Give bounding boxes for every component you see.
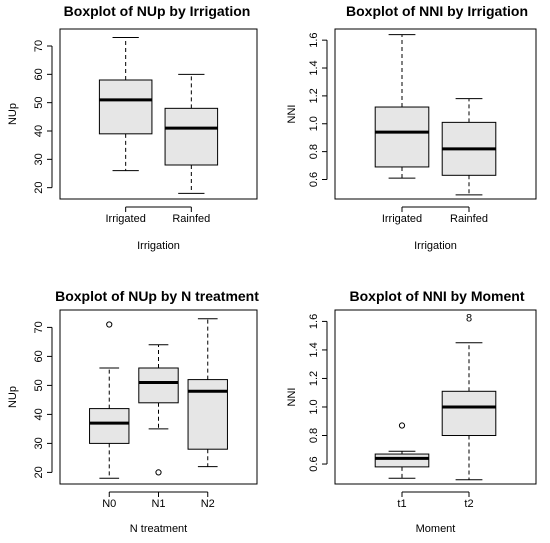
y-tick-label: 60 [33,350,45,362]
y-tick-label: 60 [33,68,45,80]
x-axis-label: Irrigation [414,240,457,252]
box-irrigated [374,34,430,179]
y-tick-label: 1.4 [308,60,320,75]
box-t2: 8 [441,312,497,481]
y-tick-label: 1.2 [308,88,320,103]
iqr-box [89,408,130,444]
box-n1 [138,344,179,476]
plot-frame [59,309,258,485]
chart-panel-4: Boxplot of NNI by Moment Moment NNI 0.6 0.8 1… [286,288,537,535]
y-axis-label: NUp [7,386,19,408]
y-tick-label: 30 [33,153,45,165]
y-tick-label: 20 [33,466,45,478]
y-tick-label: 50 [33,97,45,109]
x-tick-label: Rainfed [172,213,210,225]
plot-frame [59,28,258,200]
y-axis-label: NNI [286,388,298,407]
chart-title: Boxplot of NUp by Irrigation [64,3,251,19]
box-irrigated [98,37,153,172]
y-tick-label: 70 [33,321,45,333]
y-tick-label: 30 [33,437,45,449]
chart-title: Boxplot of NNI by Irrigation [346,3,528,19]
x-tick-label: N1 [151,498,165,510]
box-t1 [374,422,430,479]
y-axis-label: NUp [7,103,19,125]
y-tick-label: 0.8 [308,144,320,159]
x-tick-label: Rainfed [450,213,488,225]
iqr-box [374,106,430,168]
chart-title: Boxplot of NNI by Moment [350,288,525,304]
y-tick-label: 1.2 [308,371,320,386]
iqr-box [441,390,497,437]
y-tick-label: 1.6 [308,32,320,47]
iqr-box [98,79,153,135]
iqr-box [138,367,179,404]
y-tick-label: 40 [33,125,45,137]
x-tick-label: t2 [464,498,473,510]
x-axis-label: N treatment [130,523,187,535]
box-n0 [89,321,130,479]
x-tick-label: t1 [397,498,406,510]
outlier-point [106,321,113,328]
y-tick-label: 0.8 [308,428,320,443]
y-axis-label: NNI [286,105,298,124]
outlier-point [155,469,162,476]
y-tick-label: 1.0 [308,116,320,131]
y-tick-label: 1.0 [308,399,320,414]
x-tick-label: Irrigated [105,213,145,225]
y-tick-label: 70 [33,40,45,52]
x-tick-label: N0 [102,498,116,510]
outlier-point [398,422,406,429]
x-tick-label: Irrigated [382,213,422,225]
plot-frame [334,28,537,200]
outlier-label: 8 [466,312,472,324]
y-tick-label: 1.6 [308,314,320,329]
y-tick-label: 0.6 [308,172,320,187]
chart-panel-1: Boxplot of NUp by Irrigation Irrigation NU… [7,3,258,252]
box-rainfed [441,98,497,196]
x-axis-label: Irrigation [137,240,180,252]
y-tick-label: 40 [33,408,45,420]
box-n2 [187,318,228,468]
iqr-box [374,453,430,468]
x-axis-label: Moment [416,523,456,535]
y-tick-label: 20 [33,182,45,194]
chart-panel-3: Boxplot of NUp by N treatment N treatment… [7,288,259,535]
y-tick-label: 1.4 [308,342,320,357]
chart-title: Boxplot of NUp by N treatment [55,288,259,304]
plot-frame [334,309,537,485]
y-tick-label: 50 [33,379,45,391]
box-rainfed [164,73,219,194]
y-tick-label: 0.6 [308,456,320,471]
chart-panel-2: Boxplot of NNI by Irrigation Irrigation NN… [286,3,537,252]
iqr-box [164,107,219,166]
x-tick-label: N2 [201,498,215,510]
